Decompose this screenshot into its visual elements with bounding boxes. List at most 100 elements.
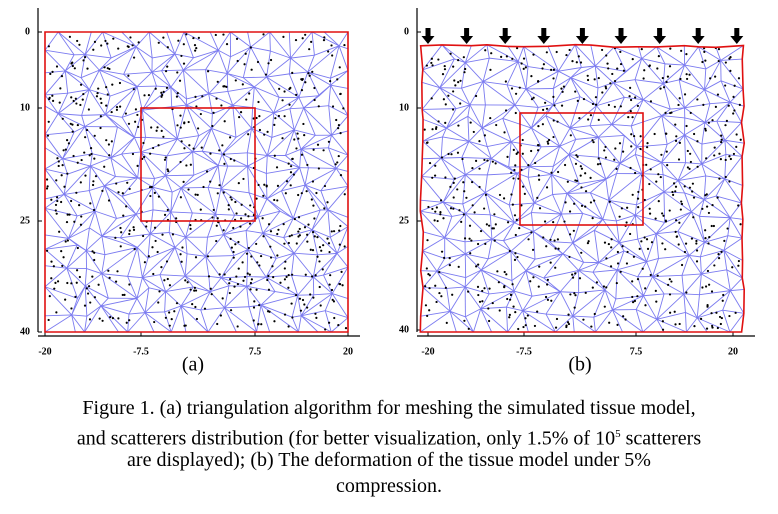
mesh-edge <box>151 53 176 73</box>
scatterer <box>685 52 688 56</box>
scatterer <box>84 174 87 177</box>
mesh-edge <box>482 81 516 106</box>
mesh-edge <box>469 81 484 106</box>
mesh-edge <box>635 191 665 216</box>
scatterer <box>106 67 109 70</box>
mesh-edge <box>84 126 112 159</box>
mesh-edge <box>156 85 171 88</box>
mesh-edge <box>442 179 455 203</box>
mesh-edge <box>281 190 294 219</box>
scatterer <box>284 260 287 263</box>
scatterer <box>339 173 343 177</box>
mesh-edge <box>291 316 299 333</box>
scatterer <box>622 315 625 318</box>
mesh-edge <box>290 54 315 59</box>
scatterer <box>609 265 613 268</box>
scatterer <box>48 294 51 298</box>
mesh-edge <box>701 163 707 177</box>
scatterer <box>436 219 439 223</box>
mesh-edge <box>161 70 172 88</box>
mesh-edge <box>420 270 437 272</box>
scatterer <box>542 63 546 66</box>
scatterer <box>316 235 319 239</box>
scatterer <box>463 319 466 322</box>
mesh-edge <box>722 290 731 311</box>
scatterer <box>225 42 229 46</box>
scatterer <box>262 235 265 238</box>
mesh-edge <box>330 70 349 79</box>
mesh-edge <box>217 31 231 51</box>
mesh-edge <box>142 109 178 140</box>
scatterer <box>701 207 704 210</box>
scatterer <box>593 312 596 316</box>
scatterer <box>262 33 265 36</box>
mesh-edge <box>227 73 255 88</box>
mesh-edge <box>329 237 338 254</box>
scatterer <box>475 265 478 268</box>
mesh-edge <box>86 268 102 275</box>
scatterer <box>661 212 664 215</box>
mesh-edge <box>142 247 176 279</box>
scatterer <box>210 293 213 296</box>
mesh-edge <box>568 139 577 155</box>
mesh-edge <box>612 82 644 101</box>
scatterer <box>78 275 81 279</box>
scatterer <box>132 226 135 229</box>
scatterer <box>175 302 179 305</box>
mesh-edge <box>638 46 643 59</box>
mesh-edge <box>704 103 711 123</box>
scatterer <box>639 147 642 151</box>
mesh-edge <box>327 209 331 238</box>
scatterer <box>587 240 590 243</box>
mesh-edge <box>575 136 599 140</box>
scatterer <box>50 198 53 201</box>
mesh-edge <box>44 208 69 239</box>
mesh-edge <box>121 153 138 178</box>
scatterer <box>584 205 587 208</box>
mesh-edge <box>165 174 194 177</box>
mesh-edge <box>266 198 294 219</box>
scatterer <box>316 255 319 258</box>
mesh-edge <box>481 104 516 129</box>
mesh-edge <box>207 214 217 238</box>
mesh-edge <box>246 276 267 278</box>
scatterer <box>300 192 303 195</box>
scatterer <box>192 147 195 150</box>
mesh-edge <box>616 250 625 271</box>
mesh-edge <box>578 269 594 273</box>
scatterer <box>434 164 437 167</box>
mesh-edge <box>220 188 259 218</box>
scatterer <box>711 326 714 329</box>
scatterer <box>179 126 182 129</box>
scatterer <box>690 237 694 240</box>
scatterer <box>240 203 243 206</box>
scatterer <box>737 77 741 80</box>
mesh-edge <box>262 210 281 234</box>
mesh-edge <box>63 165 91 195</box>
scatterer <box>474 94 478 98</box>
scatterer <box>684 242 688 245</box>
scatterer <box>125 321 128 324</box>
scatterer <box>674 185 678 188</box>
mesh-edge <box>631 115 662 127</box>
mesh-edge <box>159 274 167 292</box>
scatterer <box>264 73 268 76</box>
mesh-edge <box>589 124 612 127</box>
scatterer <box>473 211 476 214</box>
mesh-edge <box>549 241 573 244</box>
mesh-edge <box>525 66 529 90</box>
scatterer <box>229 277 232 281</box>
mesh-edge <box>183 31 219 51</box>
mesh-edge <box>90 157 111 167</box>
mesh-edge <box>464 269 482 288</box>
scatterer <box>245 98 248 101</box>
mesh-edge <box>311 31 340 47</box>
scatterer <box>194 95 197 98</box>
mesh-edge <box>44 168 65 195</box>
mesh-edge <box>161 69 184 72</box>
scatterer <box>522 325 525 329</box>
mesh-edge <box>66 244 78 269</box>
mesh-edge <box>551 174 580 185</box>
scatterer <box>218 273 221 276</box>
scatterer <box>154 87 157 90</box>
